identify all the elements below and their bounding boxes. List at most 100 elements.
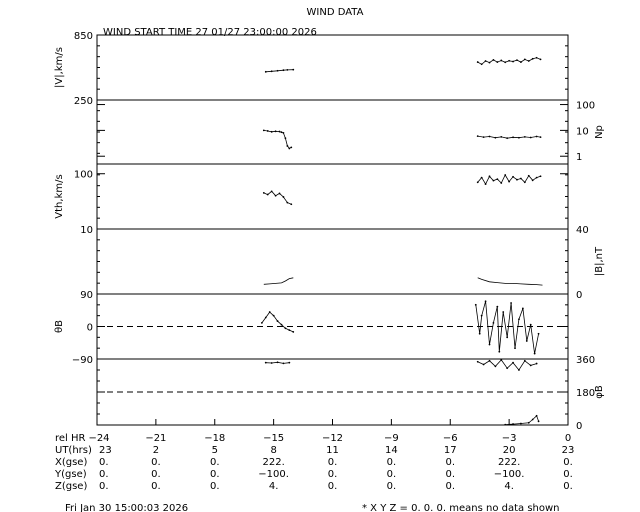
y-tick-label: 0 <box>576 421 582 432</box>
data-point <box>480 314 483 317</box>
data-point <box>500 182 503 184</box>
y-tick-label: 1 <box>576 152 582 163</box>
data-point <box>278 192 281 195</box>
data-point <box>284 137 287 140</box>
data-point <box>270 130 273 133</box>
row-value: −15 <box>263 433 284 444</box>
row-value: 0. <box>387 481 397 492</box>
data-point <box>506 137 509 140</box>
data-point <box>282 69 285 72</box>
row-value: 0. <box>99 469 109 480</box>
row-value: 0. <box>445 481 455 492</box>
row-value: 17 <box>444 445 457 456</box>
data-point <box>496 305 499 308</box>
panels: 850 250 |V|,km/s 100 10 1 Np 100 10 Vth,km/s 40 0 |B… <box>54 31 605 432</box>
data-point <box>286 145 289 147</box>
data-point <box>288 147 291 150</box>
row-value: −18 <box>204 433 225 444</box>
panel-density: 100 10 1 Np <box>96 99 605 165</box>
data-point <box>518 318 520 321</box>
y-axis-label: φB <box>594 385 605 399</box>
data-point <box>523 135 526 138</box>
data-point <box>500 135 503 138</box>
row-value: 0. <box>328 457 338 468</box>
row-value: 0. <box>387 469 397 480</box>
data-point <box>476 61 479 63</box>
data-point <box>488 359 491 362</box>
row-value: 0. <box>210 457 220 468</box>
y-tick-label: 250 <box>74 96 93 107</box>
row-value: 0. <box>563 481 573 492</box>
data-point <box>282 196 285 198</box>
row-label: X(gse) <box>55 457 87 468</box>
data-point <box>494 136 497 139</box>
panel-frame <box>96 163 569 230</box>
data-point <box>512 60 514 63</box>
data-point <box>523 359 526 362</box>
data-point <box>270 190 273 193</box>
y-axis-label: θB <box>54 320 65 333</box>
data-point <box>512 175 514 178</box>
data-point <box>480 63 483 66</box>
data-point <box>494 365 497 368</box>
data-point <box>282 362 285 365</box>
data-point <box>492 321 495 324</box>
data-point <box>496 178 499 180</box>
data-point <box>516 59 518 62</box>
data-point <box>488 175 491 178</box>
data-point <box>482 363 485 366</box>
row-label: Z(gse) <box>55 481 87 492</box>
data-point <box>476 360 479 363</box>
row-value: −12 <box>322 433 343 444</box>
data-point <box>288 361 291 364</box>
data-point <box>484 60 487 62</box>
data-point <box>262 129 265 132</box>
data-point <box>264 361 267 364</box>
row-value: 0. <box>445 457 455 468</box>
data-point <box>476 181 479 184</box>
y-tick-label: 360 <box>576 355 595 366</box>
row-value: 4. <box>269 481 279 492</box>
data-point <box>280 131 283 134</box>
data-point <box>264 70 267 73</box>
data-point <box>492 179 495 182</box>
data-point <box>260 321 263 324</box>
ephemeris-row: Z(gse) 0. 0. 0. 4. 0. 0. 0. 4. 0. <box>55 481 573 492</box>
row-value: 0. <box>387 457 397 468</box>
data-point <box>531 57 534 60</box>
data-trace <box>265 69 294 73</box>
data-point <box>290 146 293 149</box>
y-axis-label: Vth,km/s <box>54 174 65 218</box>
data-point <box>520 61 522 63</box>
row-value: 0. <box>210 469 220 480</box>
y-tick-label: 0 <box>87 323 93 334</box>
row-value: 4. <box>504 481 514 492</box>
data-point <box>535 56 538 59</box>
data-point <box>504 174 507 176</box>
y-tick-label: 40 <box>576 225 589 236</box>
panel-theta: 90 0 −90 θB <box>54 290 569 366</box>
data-point <box>474 303 477 306</box>
data-point <box>274 194 277 197</box>
data-point <box>504 61 507 64</box>
row-value: 0. <box>99 481 109 492</box>
data-point <box>508 180 511 183</box>
start-time-label: WIND START TIME 27 01/27 23:00:00 2026 <box>103 27 317 38</box>
data-point <box>274 130 277 133</box>
data-point <box>512 136 514 139</box>
row-value: −100. <box>258 469 289 480</box>
data-point <box>514 347 516 350</box>
data-point <box>518 136 520 139</box>
row-value: 0. <box>328 469 338 480</box>
data-point <box>527 60 530 62</box>
data-point <box>270 362 273 364</box>
data-point <box>506 336 509 339</box>
panel-frame <box>96 99 569 165</box>
data-point <box>508 59 511 62</box>
y-tick-label: 10 <box>576 126 589 137</box>
chart-title: WIND DATA <box>307 7 364 18</box>
row-value: 23 <box>562 445 575 456</box>
data-point <box>523 58 526 61</box>
data-point <box>521 307 524 310</box>
data-trace <box>477 135 541 139</box>
